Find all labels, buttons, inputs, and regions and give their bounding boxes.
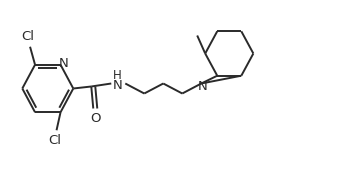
Text: O: O (90, 112, 101, 125)
Text: H: H (113, 69, 122, 82)
Text: Cl: Cl (48, 134, 61, 147)
Text: N: N (198, 80, 207, 93)
Text: Cl: Cl (22, 30, 35, 43)
Text: N: N (113, 79, 122, 92)
Text: N: N (59, 57, 68, 70)
